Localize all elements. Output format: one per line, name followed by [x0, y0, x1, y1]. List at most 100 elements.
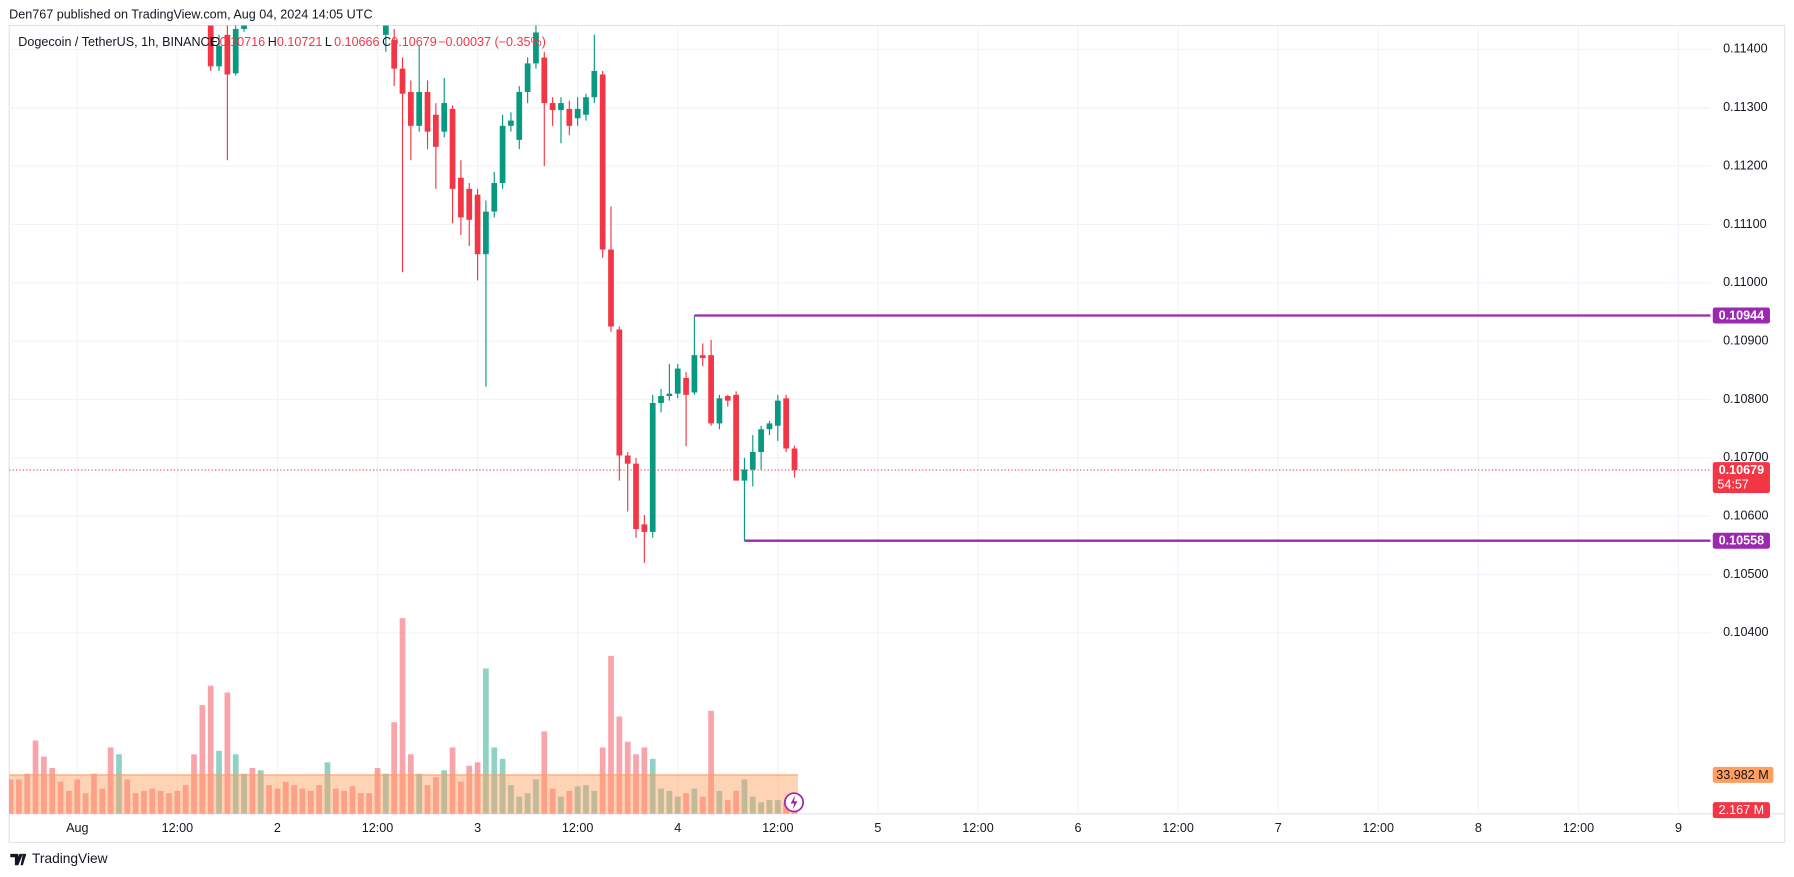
- candle-body: [666, 393, 673, 396]
- candle-body: [733, 394, 739, 481]
- y-tick-label: 0.11000: [1723, 275, 1768, 289]
- volume-bar: [324, 762, 331, 814]
- volume-bar: [733, 790, 739, 814]
- candle-body: [608, 249, 614, 327]
- volume-ma-badge: [1712, 766, 1774, 783]
- volume-bar: [708, 710, 714, 814]
- volume-bar: [132, 793, 139, 814]
- last-price-label: 0.10679: [1719, 463, 1764, 477]
- candle-body: [141, 4, 147, 6]
- y-tick-label: 0.10600: [1723, 509, 1768, 523]
- y-tick-label: 0.10400: [1723, 625, 1768, 639]
- volume-bar: [674, 796, 681, 814]
- volume-bar: [149, 788, 156, 814]
- logo: [10, 853, 27, 866]
- countdown-label: 54:57: [1717, 477, 1748, 491]
- x-tick-label: 2: [274, 821, 281, 835]
- volume-bar: [566, 790, 573, 814]
- volume-bar: [166, 793, 172, 814]
- candle-body: [216, 45, 222, 67]
- candle-body: [516, 91, 523, 140]
- x-tick-label: 12:00: [1563, 821, 1594, 835]
- alert-icon-glyph: [790, 795, 798, 810]
- candle-body: [449, 108, 456, 189]
- candle-body: [708, 355, 714, 424]
- x-tick-label: 12:00: [762, 821, 793, 835]
- y-tick-label: 0.11400: [1723, 42, 1768, 56]
- volume-bar: [658, 788, 664, 814]
- volume-bar: [699, 796, 706, 814]
- candle-body: [124, 0, 130, 2]
- y-tick-label: 0.11300: [1723, 100, 1768, 114]
- candle-body: [350, 0, 356, 2]
- candle-body: [466, 188, 473, 220]
- volume-bar: [41, 756, 47, 814]
- x-tick-label: 12:00: [562, 821, 593, 835]
- candle-body: [232, 28, 239, 74]
- volume-bar: [541, 731, 548, 814]
- volume-bar: [433, 777, 439, 814]
- volume-bar: [691, 788, 698, 814]
- candle-body: [566, 108, 573, 126]
- candle-body: [524, 63, 531, 92]
- ohlc-value: 0.10666: [334, 35, 379, 49]
- volume-bar: [332, 788, 339, 814]
- volume-bar: [599, 747, 606, 814]
- volume-bar: [449, 747, 456, 814]
- ohlc-prefix: O: [211, 35, 221, 49]
- volume-bar: [107, 747, 114, 814]
- volume-bar: [341, 790, 347, 814]
- volume-bar: [516, 796, 523, 814]
- volume-bar: [724, 800, 731, 814]
- x-tick-label: 12:00: [162, 821, 193, 835]
- candle-body: [683, 377, 689, 395]
- volume-bar: [282, 781, 289, 814]
- x-tick-label: Aug: [66, 821, 88, 835]
- volume-bar: [174, 790, 181, 814]
- candle-body: [699, 355, 706, 359]
- ohlc-value: 0.10716: [220, 35, 265, 49]
- candle-body: [716, 398, 723, 424]
- level-badge: [1712, 532, 1770, 549]
- volume-ma-label: 33.982 M: [1716, 768, 1768, 782]
- candle-body: [241, 25, 247, 29]
- volume-bar: [633, 754, 639, 814]
- volume-bar: [616, 716, 623, 814]
- candle-body: [616, 329, 623, 456]
- candle-body: [74, 0, 80, 4]
- ohlc-value: 0.10679: [391, 35, 436, 49]
- candle-body: [358, 2, 364, 6]
- volume-bar: [249, 768, 256, 814]
- volume-bar: [474, 762, 481, 814]
- candle-body: [758, 429, 764, 453]
- volume-bar: [182, 785, 189, 814]
- x-tick-label: 12:00: [1363, 821, 1394, 835]
- candle-body: [624, 455, 631, 464]
- volume-bar: [416, 773, 423, 814]
- volume-bar: [32, 740, 39, 814]
- ohlc-prefix: C: [382, 35, 391, 49]
- axes: 0.10400 0.10500 0.10600 0.10700 0.10800 0.109…: [66, 42, 1774, 835]
- volume-bar: [574, 786, 581, 814]
- volume-bar: [274, 788, 281, 814]
- volume-bar: [499, 758, 506, 814]
- candle-body: [591, 70, 598, 98]
- candle-body: [483, 211, 489, 255]
- footer-brand: TradingView: [32, 851, 108, 866]
- candle-body: [375, 9, 381, 21]
- volume-bar: [382, 773, 389, 814]
- volume-bar: [99, 788, 106, 814]
- x-tick-label: 12:00: [1162, 821, 1193, 835]
- ohlc-prefix: H: [268, 35, 277, 49]
- y-tick-label: 0.10700: [1723, 450, 1768, 464]
- volume-bar: [407, 754, 414, 814]
- volume-bar: [9, 779, 14, 814]
- candle-body: [658, 395, 664, 403]
- volume-label: 2.167 M: [1719, 803, 1764, 817]
- candle-body: [774, 400, 781, 426]
- volume-bar: [524, 793, 531, 814]
- candle-body: [641, 524, 648, 532]
- candle-body: [724, 395, 731, 401]
